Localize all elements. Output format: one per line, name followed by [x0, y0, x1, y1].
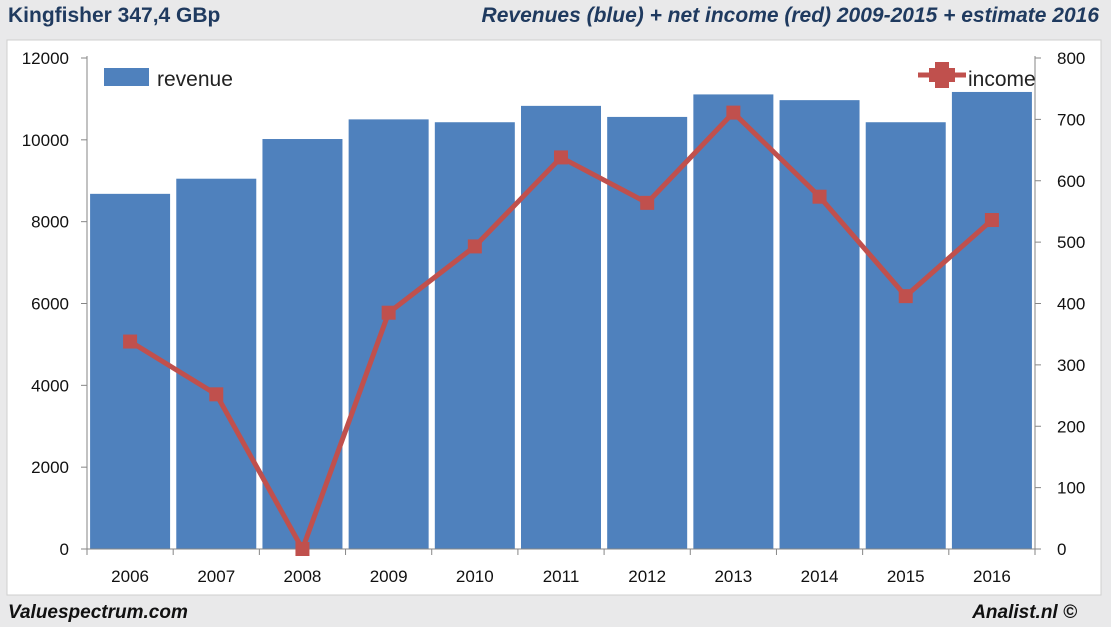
revenue-bar-2012	[607, 116, 688, 550]
y-right-tick-label: 0	[1057, 540, 1066, 559]
y-right-tick-label: 100	[1057, 479, 1085, 498]
income-point-2009	[381, 305, 396, 320]
income-point-2016	[984, 213, 999, 228]
income-point-2013	[726, 105, 741, 120]
y-right-tick-label: 300	[1057, 356, 1085, 375]
y-left-tick-label: 8000	[31, 213, 69, 232]
revenue-bar-2015	[865, 122, 946, 549]
income-point-2014	[812, 189, 827, 204]
legend-revenue-swatch	[104, 68, 149, 86]
y-left-tick-label: 2000	[31, 458, 69, 477]
revenue-bar-2009	[348, 119, 429, 549]
revenue-bar-2006	[90, 193, 171, 550]
y-left-tick-label: 4000	[31, 376, 69, 395]
x-tick-label: 2013	[714, 567, 752, 586]
x-tick-label: 2006	[111, 567, 149, 586]
income-point-2010	[467, 239, 482, 254]
income-point-2008	[295, 542, 310, 556]
y-right-tick-label: 400	[1057, 295, 1085, 314]
revenue-bar-2011	[521, 105, 601, 549]
x-tick-label: 2011	[543, 567, 580, 586]
y-right-tick-label: 600	[1057, 172, 1085, 191]
x-tick-label: 2008	[284, 567, 322, 586]
x-tick-label: 2009	[370, 567, 408, 586]
footer-credit: Analist.nl ©	[972, 602, 1077, 623]
income-point-2011	[554, 150, 568, 165]
income-point-2007	[209, 387, 224, 402]
y-right-tick-label: 700	[1057, 110, 1085, 129]
y-right-tick-label: 500	[1057, 233, 1085, 252]
x-tick-label: 2010	[456, 567, 494, 586]
income-point-2012	[640, 195, 655, 210]
chart-title: Revenues (blue) + net income (red) 2009-…	[481, 4, 1099, 27]
x-tick-label: 2014	[801, 567, 839, 586]
stock-title: Kingfisher 347,4 GBp	[8, 4, 221, 27]
y-left-tick-label: 6000	[31, 295, 69, 314]
x-tick-label: 2007	[197, 567, 235, 586]
y-left-tick-label: 12000	[22, 49, 69, 68]
legend-income-label: income	[968, 68, 1036, 91]
revenue-bar-2007	[176, 178, 257, 549]
revenue-bar-2008	[262, 139, 343, 549]
x-tick-label: 2012	[628, 567, 666, 586]
income-point-2006	[123, 334, 138, 349]
y-right-tick-label: 800	[1057, 49, 1085, 68]
y-left-tick-label: 10000	[22, 131, 69, 150]
revenue-bar-2013	[693, 94, 774, 549]
y-right-tick-label: 200	[1057, 417, 1085, 436]
legend-income-marker-h	[929, 68, 955, 82]
footer-source: Valuespectrum.com	[8, 602, 188, 623]
revenue-bar-2010	[434, 122, 515, 549]
income-point-2015	[898, 289, 913, 304]
revenue-bar-2014	[779, 100, 860, 549]
x-tick-label: 2015	[887, 567, 925, 586]
legend-revenue-label: revenue	[157, 68, 233, 91]
y-left-tick-label: 0	[60, 540, 69, 559]
revenue-bar-2016	[951, 91, 1032, 550]
x-tick-label: 2016	[973, 567, 1011, 586]
